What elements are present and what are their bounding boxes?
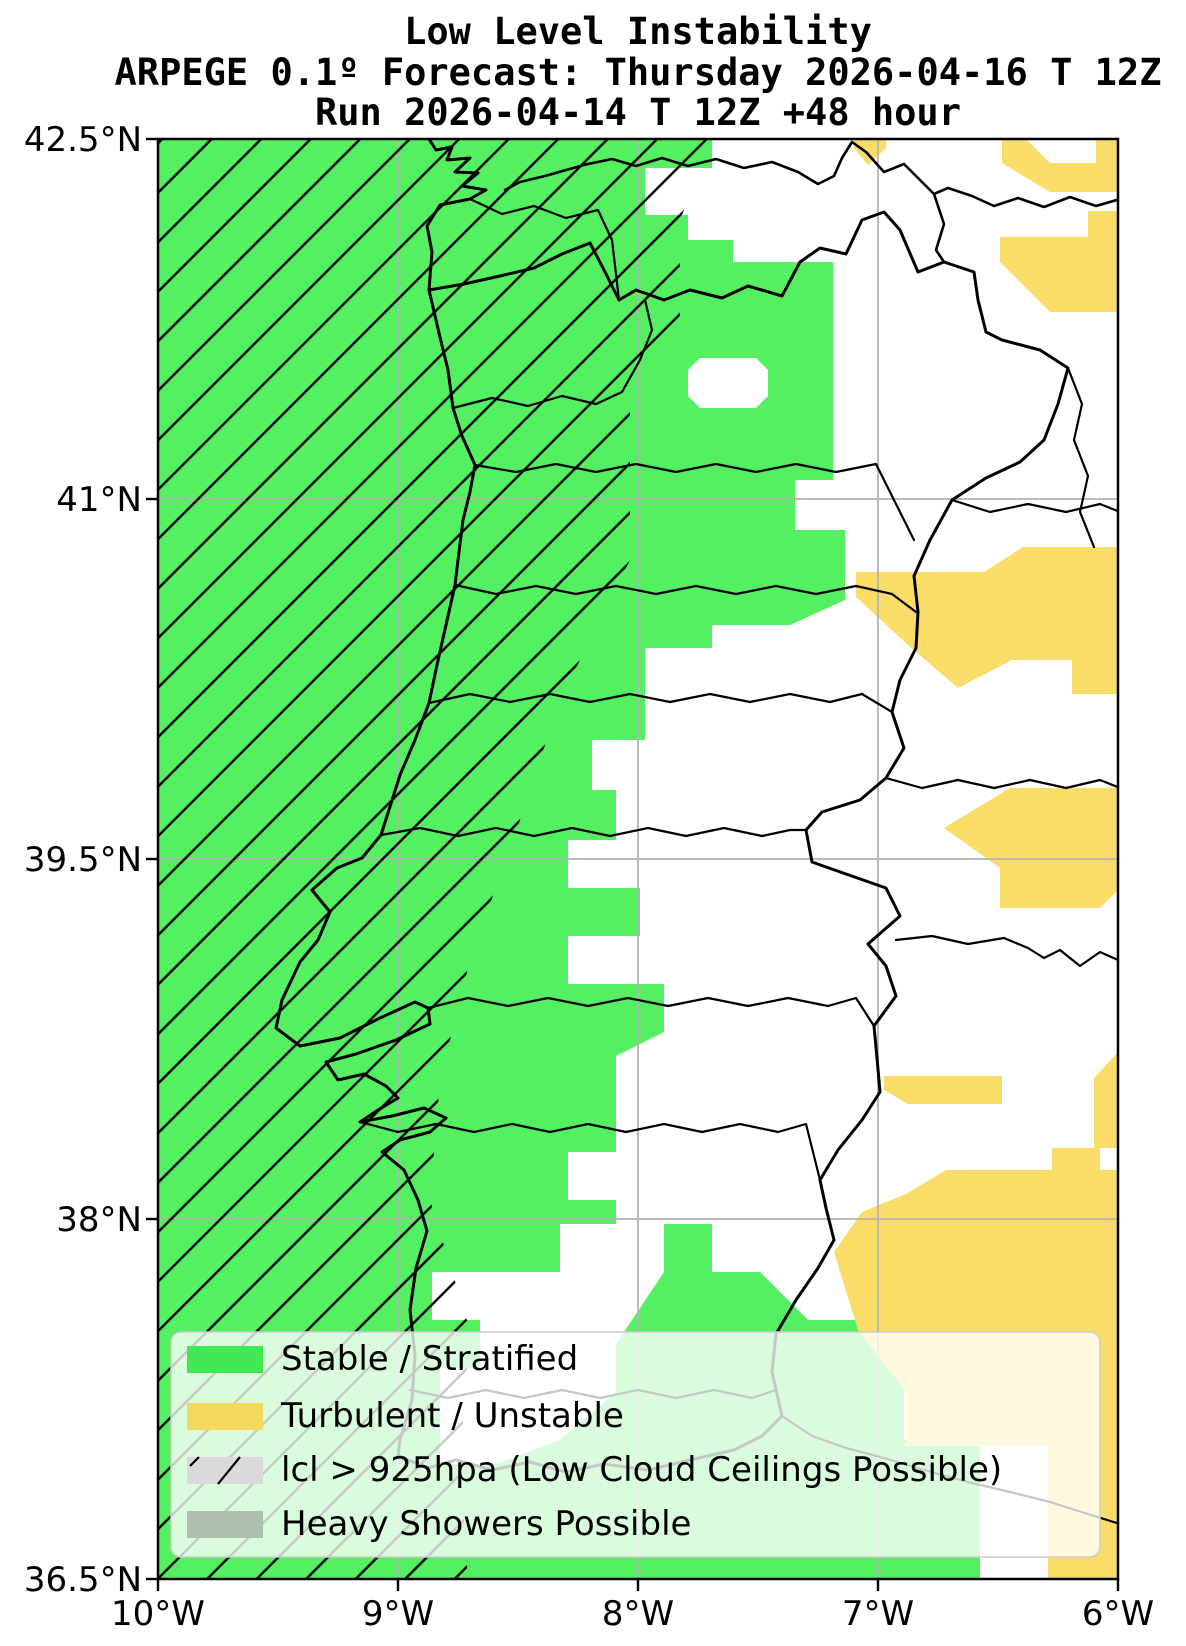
x-tick-9w: 9°W — [362, 1594, 434, 1634]
turbulent-region-3 — [1088, 211, 1118, 240]
turbulent-region-5 — [856, 547, 1118, 694]
legend-label-lcl: lcl > 925hpa (Low Cloud Ceilings Possibl… — [281, 1450, 1002, 1490]
x-axis-labels: 10°W 9°W 8°W 7°W 6°W — [111, 1594, 1154, 1634]
map-subtitle-forecast: ARPEGE 0.1º Forecast: Thursday 2026-04-1… — [115, 51, 1162, 94]
turbulent-region-8 — [884, 1076, 1002, 1104]
x-tick-10w: 10°W — [111, 1594, 205, 1634]
legend-box — [170, 1331, 1101, 1558]
y-tick-42-5n: 42.5°N — [24, 120, 142, 160]
lcl-hatch-region — [158, 139, 712, 1579]
y-tick-36-5n: 36.5°N — [24, 1560, 142, 1600]
y-tick-39-5n: 39.5°N — [24, 840, 142, 880]
map-subtitle-run: Run 2026-04-14 T 12Z +48 hour — [315, 91, 961, 134]
legend-label-stable: Stable / Stratified — [281, 1339, 578, 1379]
legend-swatch-stable — [187, 1346, 263, 1373]
legend-swatch-lcl — [187, 1457, 263, 1484]
y-axis-labels: 42.5°N 41°N 39.5°N 38°N 36.5°N — [24, 120, 142, 1600]
legend-swatch-lcl-hatch-1 — [189, 1456, 200, 1467]
turbulent-region-1 — [1002, 139, 1118, 192]
legend-label-turbulent: Turbulent / Unstable — [280, 1396, 624, 1436]
x-tick-7w: 7°W — [842, 1594, 914, 1634]
turbulent-region-6 — [944, 788, 1118, 908]
legend-label-heavy-showers: Heavy Showers Possible — [281, 1504, 691, 1544]
stable-region-hole — [688, 358, 768, 408]
turbulent-region-7 — [1094, 1052, 1118, 1148]
legend: Stable / Stratified Turbulent / Unstable… — [170, 1331, 1101, 1558]
country-border — [427, 210, 1070, 1418]
x-tick-6w: 6°W — [1082, 1594, 1154, 1634]
turbulent-region-4 — [1000, 237, 1118, 312]
map-title: Low Level Instability — [404, 10, 872, 53]
x-tick-8w: 8°W — [602, 1594, 674, 1634]
y-tick-38n: 38°N — [56, 1200, 142, 1240]
region-border-north — [503, 140, 1118, 209]
legend-swatch-turbulent — [187, 1403, 263, 1430]
region-border-galicia — [932, 192, 946, 264]
legend-swatch-lcl-hatch-2 — [217, 1456, 241, 1485]
y-tick-41n: 41°N — [56, 480, 142, 520]
legend-swatch-heavy-showers — [187, 1511, 263, 1538]
axis-ticks — [146, 137, 1120, 1591]
